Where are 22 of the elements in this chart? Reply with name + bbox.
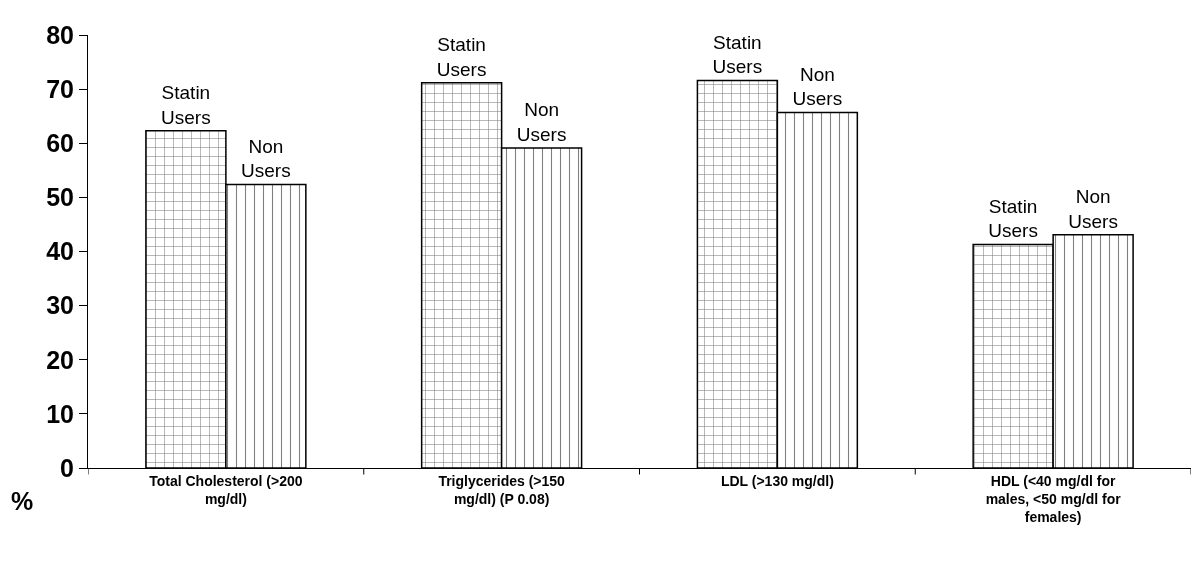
text: Statin Users [712,31,763,78]
series-label: Non Users [241,135,291,182]
series-label: Statin Users [436,33,487,80]
text: Statin Users [161,82,211,128]
y-tick-label: 50 [46,183,74,212]
text: Non Users [516,99,567,146]
x-tick-label: HDL (<40 mg/dl for males, <50 mg/dl for females) [985,472,1122,526]
y-tick-label: 60 [46,129,74,157]
y-tick-label: 20 [46,345,74,374]
y-tick-label: 0 [60,453,74,482]
text: Statin Users [988,195,1038,242]
x-tick-label: Triglycerides (>150 mg/dl) (P 0.08) [438,472,566,507]
y-tick-label: 30 [46,291,74,320]
y-tick-label: 40 [46,237,74,266]
y-tick-label: 10 [46,399,74,428]
y-tick-label: 70 [46,74,74,103]
x-tick-label: LDL (>130 mg/dl) [720,472,834,489]
text: Non Users [1068,186,1118,232]
x-tick-label: Total Cholesterol (>200 mg/dl) [149,472,303,507]
text: Non Users [792,63,843,110]
y-tick-label: 80 [46,20,74,49]
y-axis-title: % [11,487,34,515]
